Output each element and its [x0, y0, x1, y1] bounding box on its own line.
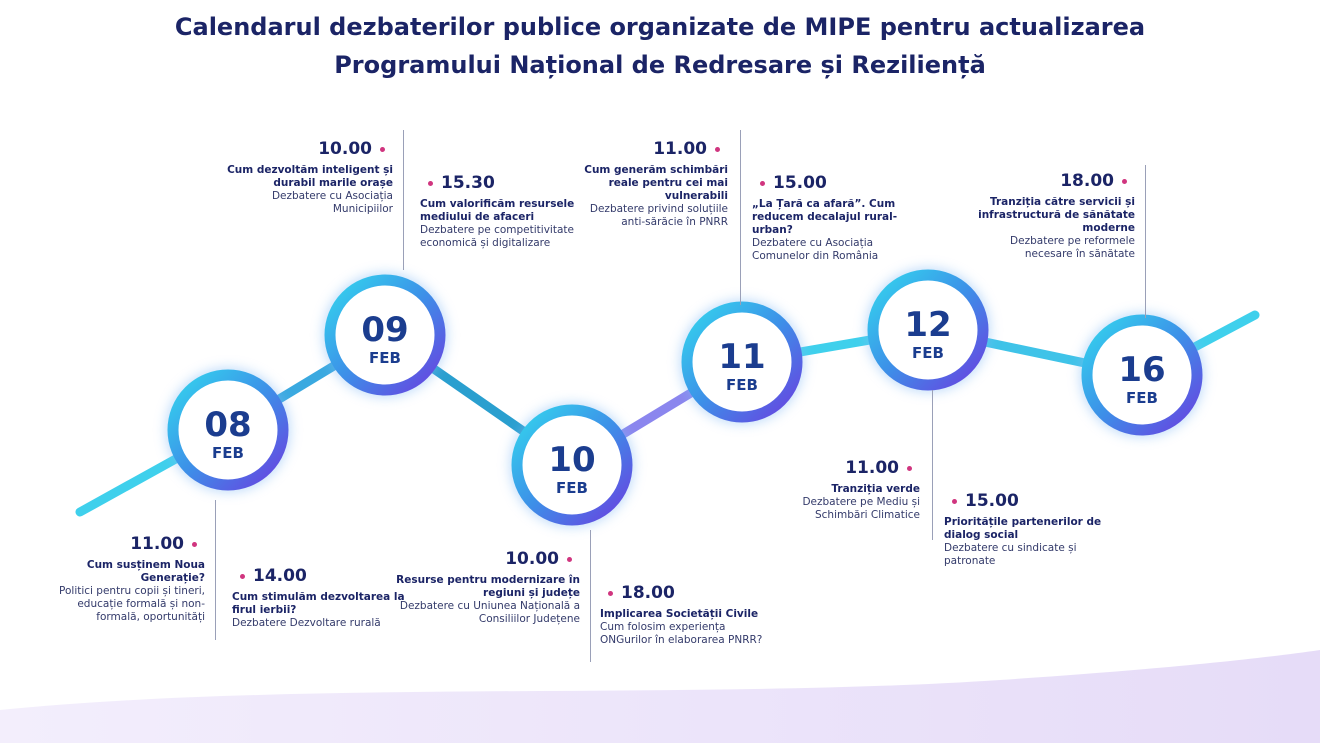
- event-time: 14.00: [253, 566, 307, 586]
- event-time: 11.00: [845, 458, 899, 478]
- event-time-row: 10.00: [213, 138, 393, 160]
- event-time: 10.00: [318, 139, 372, 159]
- event-description: Dezbatere pe competitivitate economică ș…: [420, 224, 574, 249]
- event-title: Prioritățile partenerilor de dialog soci…: [944, 516, 1102, 541]
- event-time-row: 11.00: [55, 533, 205, 555]
- event-dot: [567, 556, 572, 562]
- event-dot: [760, 180, 765, 186]
- event-time: 15.00: [965, 491, 1019, 511]
- event-title: Tranziția verde: [831, 483, 920, 495]
- day-number: 10: [548, 440, 595, 480]
- event-title: Resurse pentru modernizare în regiuni și…: [396, 574, 580, 599]
- event-description: Dezbatere privind soluțiile anti-sărăcie…: [589, 203, 728, 228]
- event-connector: [215, 500, 216, 640]
- day-month: FEB: [212, 444, 244, 462]
- event-title: Cum valorificăm resursele mediului de af…: [420, 198, 575, 223]
- event-description: Dezbatere cu Uniunea Națională a Consili…: [399, 600, 580, 625]
- event-title: „La Țară ca afară”. Cum reducem decalaju…: [752, 198, 898, 236]
- event-title: Cum stimulăm dezvoltarea la firul ierbii…: [232, 591, 405, 616]
- event-title: Implicarea Societății Civile: [600, 608, 759, 620]
- day-month: FEB: [1126, 389, 1158, 407]
- event: 11.00 Cum generăm schimbări reale pentru …: [578, 138, 728, 229]
- event-dot: [1122, 178, 1127, 184]
- event-time-row: 15.00: [944, 490, 1114, 512]
- event-description: Dezbatere Dezvoltare rurală: [232, 617, 381, 629]
- event-time-row: 11.00: [578, 138, 728, 160]
- event-time: 11.00: [130, 534, 184, 554]
- event-time: 11.00: [653, 139, 707, 159]
- event: 14.00 Cum stimulăm dezvoltarea la firul i…: [232, 565, 412, 630]
- event-dot: [428, 180, 433, 186]
- event-title: Cum susținem Noua Generație?: [86, 559, 205, 584]
- event-dot: [907, 465, 912, 471]
- event-time: 15.00: [773, 173, 827, 193]
- event: 15.00 Prioritățile partenerilor de dialog…: [944, 490, 1114, 568]
- event-dot: [715, 146, 720, 152]
- event-description: Dezbatere cu Asociația Municipiilor: [271, 190, 393, 215]
- event: 18.00 Tranziția către servicii și infrast…: [965, 170, 1135, 261]
- day-number: 11: [718, 337, 765, 377]
- title-line: Calendarul dezbaterilor publice organiza…: [174, 13, 1146, 41]
- event-title: Cum dezvoltăm inteligent și durabil mari…: [227, 164, 393, 189]
- event-time-row: 18.00: [965, 170, 1135, 192]
- event-description: Dezbatere cu sindicate și patronate: [944, 542, 1077, 567]
- event-dot: [608, 590, 613, 596]
- day-circle: [511, 404, 633, 526]
- event-time-row: 14.00: [232, 565, 412, 587]
- day-circle: [1081, 314, 1203, 436]
- day-number: 08: [204, 405, 251, 445]
- event-description: Dezbatere cu Asociația Comunelor din Rom…: [752, 237, 879, 262]
- day-circle: [867, 269, 989, 391]
- event-time-row: 15.30: [420, 172, 580, 194]
- title: Calendarul dezbaterilor publice organiza…: [0, 8, 1320, 84]
- event-dot: [192, 541, 197, 547]
- event-title: Cum generăm schimbări reale pentru cei m…: [584, 164, 728, 202]
- event-description: Cum folosim experiența ONGurilor în elab…: [600, 621, 763, 646]
- day-circle: [681, 301, 803, 423]
- event-time: 18.00: [1060, 171, 1114, 191]
- event: 10.00 Resurse pentru modernizare în regiu…: [390, 548, 580, 626]
- day-circle: [167, 369, 289, 491]
- event-connector: [1145, 165, 1146, 318]
- day-month: FEB: [726, 376, 758, 394]
- event: 11.00 Cum susținem Noua Generație? Politic…: [55, 533, 205, 624]
- background-wave: [0, 650, 1320, 743]
- event: 18.00 Implicarea Societății Civile Cum fol…: [600, 582, 770, 647]
- day-month: FEB: [556, 479, 588, 497]
- event: 10.00 Cum dezvoltăm inteligent și durabil…: [213, 138, 393, 216]
- event-time-row: 18.00: [600, 582, 770, 604]
- day-month: FEB: [369, 349, 401, 367]
- day-circle: [324, 274, 446, 396]
- event: 15.30 Cum valorificăm resursele mediului …: [420, 172, 580, 250]
- event-description: Dezbatere pe Mediu și Schimbări Climatic…: [802, 496, 920, 521]
- event-connector: [740, 130, 741, 305]
- event-time: 10.00: [505, 549, 559, 569]
- event-time-row: 15.00: [752, 172, 902, 194]
- event-title: Tranziția către servicii și infrastructu…: [978, 196, 1135, 234]
- title-line: Programului Național de Redresare și Rez…: [334, 51, 986, 79]
- event-connector: [590, 530, 591, 662]
- event-dot: [240, 573, 245, 579]
- event-time-row: 10.00: [390, 548, 580, 570]
- day-number: 12: [904, 305, 951, 345]
- event: 11.00 Tranziția verde Dezbatere pe Mediu ș…: [770, 457, 920, 522]
- event-time: 15.30: [441, 173, 495, 193]
- day-number: 09: [361, 310, 408, 350]
- event-dot: [380, 146, 385, 152]
- day-number: 16: [1118, 350, 1165, 390]
- event-connector: [932, 390, 933, 540]
- event-description: Politici pentru copii și tineri, educați…: [59, 585, 205, 623]
- event-description: Dezbatere pe reformele necesare în sănăt…: [1010, 235, 1135, 260]
- event: 15.00 „La Țară ca afară”. Cum reducem dec…: [752, 172, 902, 263]
- event-time: 18.00: [621, 583, 675, 603]
- event-time-row: 11.00: [770, 457, 920, 479]
- day-month: FEB: [912, 344, 944, 362]
- event-connector: [403, 130, 404, 270]
- event-dot: [952, 498, 957, 504]
